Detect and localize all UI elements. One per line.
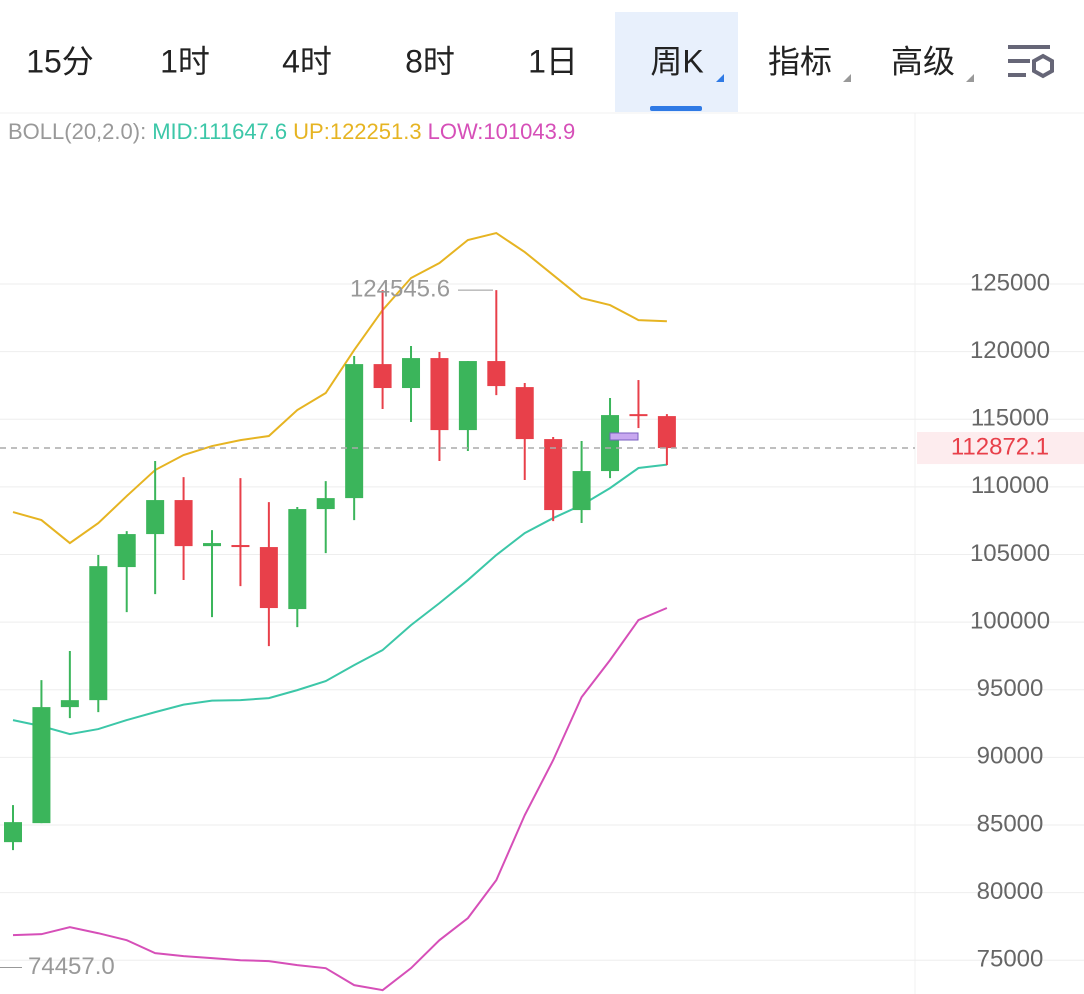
tab[interactable]: 8时 bbox=[405, 43, 455, 79]
y-tick-label: 75000 bbox=[977, 946, 1044, 973]
candle-body bbox=[203, 543, 222, 547]
candle-body bbox=[430, 358, 449, 431]
marker bbox=[609, 432, 639, 441]
candle-body bbox=[629, 414, 648, 417]
tab[interactable]: 1时 bbox=[160, 43, 210, 79]
candle-body bbox=[345, 364, 364, 499]
candle-body bbox=[402, 358, 421, 389]
candle-body bbox=[32, 707, 51, 824]
y-tick-label: 85000 bbox=[977, 810, 1044, 837]
tab-dropdown-arrow bbox=[966, 74, 974, 82]
candle-body bbox=[601, 415, 620, 472]
last-price-bg bbox=[917, 432, 1084, 465]
candle-body bbox=[117, 534, 136, 568]
y-tick-label: 95000 bbox=[977, 675, 1044, 702]
legend-value: 101043.9 bbox=[483, 119, 575, 144]
low-label: 74457.0 bbox=[28, 953, 115, 980]
indicator-legend: BOLL(20,2.0): MID:111647.6 UP:122251.3 LOW:… bbox=[8, 119, 575, 144]
active-tab-bg bbox=[615, 12, 738, 112]
band-line bbox=[12, 231, 667, 545]
tab[interactable]: 15分 bbox=[26, 43, 94, 79]
legend-name: UP: bbox=[293, 119, 330, 144]
legend-name: LOW: bbox=[428, 119, 484, 144]
y-tick-label: 125000 bbox=[970, 269, 1050, 296]
legend-value: 111647.6 bbox=[199, 119, 288, 144]
band-line bbox=[12, 607, 668, 992]
band-line bbox=[12, 463, 668, 736]
tab[interactable]: 指标 bbox=[768, 43, 832, 79]
candle-body bbox=[373, 364, 392, 389]
y-tick-label: 105000 bbox=[970, 540, 1050, 567]
legend-name: MID: bbox=[152, 119, 198, 144]
last-price-label: 112872.1 bbox=[951, 433, 1049, 460]
tab-dropdown-arrow bbox=[716, 74, 724, 82]
candle-body bbox=[89, 566, 108, 701]
tab[interactable]: 周K bbox=[650, 43, 703, 79]
candle-body bbox=[458, 361, 477, 431]
candle-body bbox=[231, 545, 250, 548]
candle-body bbox=[316, 498, 335, 510]
y-tick-label: 115000 bbox=[971, 405, 1049, 432]
candle-body bbox=[544, 439, 563, 511]
y-tick-label: 100000 bbox=[970, 607, 1050, 634]
candle-body bbox=[572, 471, 591, 511]
candle-body bbox=[60, 700, 79, 708]
y-tick-label: 80000 bbox=[977, 878, 1044, 905]
y-tick-label: 90000 bbox=[977, 743, 1044, 770]
tab[interactable]: 1日 bbox=[528, 43, 578, 79]
candle-body bbox=[146, 500, 165, 535]
y-tick-label: 110000 bbox=[971, 472, 1049, 499]
candle-body bbox=[487, 361, 506, 387]
candle-body bbox=[288, 509, 307, 610]
y-tick-label: 120000 bbox=[970, 337, 1050, 364]
tab[interactable]: 高级 bbox=[891, 43, 955, 79]
candle-body bbox=[174, 500, 193, 547]
high-label: 124545.6 bbox=[350, 276, 450, 303]
candle-body bbox=[4, 822, 22, 843]
candle-body bbox=[657, 416, 676, 449]
active-tab-underline bbox=[650, 106, 702, 111]
legend-value: 122251.3 bbox=[330, 119, 422, 144]
indicator-name: BOLL(20,2.0): bbox=[8, 119, 146, 144]
candle-body bbox=[515, 387, 534, 440]
candle-body bbox=[259, 547, 278, 609]
settings-icon[interactable] bbox=[1008, 45, 1054, 79]
tab[interactable]: 4时 bbox=[282, 43, 332, 79]
tab-dropdown-arrow bbox=[843, 74, 851, 82]
